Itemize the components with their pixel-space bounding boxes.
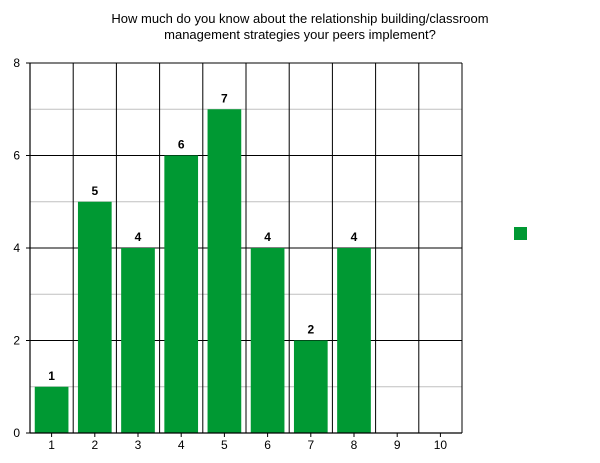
bar xyxy=(121,248,155,433)
data-label: 5 xyxy=(91,184,98,198)
bar xyxy=(250,248,285,433)
y-tick-label: 6 xyxy=(13,149,20,163)
bar xyxy=(164,155,199,433)
chart-title-line-1: How much do you know about the relations… xyxy=(111,11,488,26)
x-tick-label: 8 xyxy=(351,438,358,452)
bar xyxy=(34,386,69,433)
data-label: 4 xyxy=(351,230,358,244)
x-tick-label: 5 xyxy=(221,438,228,452)
x-tick-label: 10 xyxy=(434,438,448,452)
bar xyxy=(77,201,112,433)
plot-area: 0 2 4 6 8 1 1 5 2 4 3 6 4 7 5 4 6 2 7 4 8 9 10 xyxy=(13,56,463,452)
legend xyxy=(514,227,527,240)
y-tick-label: 8 xyxy=(13,56,20,70)
data-label: 2 xyxy=(307,323,314,337)
chart-title: How much do you know about the relations… xyxy=(111,11,488,42)
x-tick-label: 6 xyxy=(264,438,271,452)
data-label: 4 xyxy=(135,230,142,244)
bar xyxy=(293,340,328,433)
y-tick-label: 4 xyxy=(13,241,20,255)
x-tick-label: 1 xyxy=(48,438,55,452)
data-label: 6 xyxy=(178,138,185,152)
x-tick-label: 7 xyxy=(307,438,314,452)
x-tick-label: 9 xyxy=(394,438,401,452)
data-label: 1 xyxy=(48,369,55,383)
legend-swatch xyxy=(514,227,527,240)
chart-title-line-2: management strategies your peers impleme… xyxy=(164,27,436,42)
y-tick-label: 0 xyxy=(13,426,20,440)
x-tick-label: 4 xyxy=(178,438,185,452)
bar xyxy=(337,248,371,433)
x-tick-label: 3 xyxy=(135,438,142,452)
data-label: 4 xyxy=(264,230,271,244)
bar xyxy=(207,109,242,433)
y-tick-label: 2 xyxy=(13,334,20,348)
x-tick-label: 2 xyxy=(91,438,98,452)
data-label: 7 xyxy=(221,91,228,105)
